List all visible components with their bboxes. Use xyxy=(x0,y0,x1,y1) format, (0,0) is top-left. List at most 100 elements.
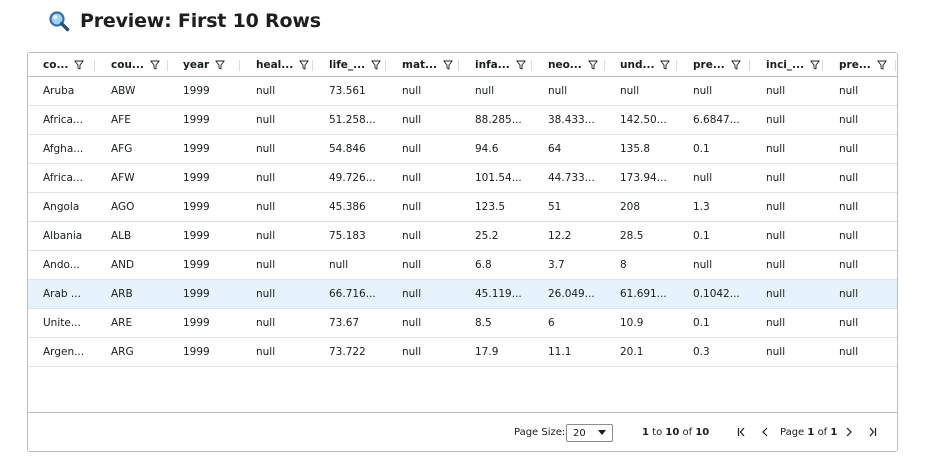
table-cell: null xyxy=(766,288,786,300)
table-row[interactable]: Africa... AFE 1999 null 51.258... null 88.285.… xyxy=(28,106,897,135)
column-header[interactable]: pre... xyxy=(693,53,741,77)
filter-icon[interactable] xyxy=(371,60,381,70)
filter-icon[interactable] xyxy=(588,60,598,70)
first-page-button[interactable] xyxy=(734,423,750,441)
table-cell: 3.7 xyxy=(548,259,565,271)
column-resize-handle[interactable] xyxy=(385,60,386,71)
column-resize-handle[interactable] xyxy=(167,60,168,71)
table-cell: 61.691... xyxy=(620,288,667,300)
next-page-button[interactable] xyxy=(841,423,857,441)
previous-page-icon xyxy=(762,427,768,437)
column-header[interactable]: infa... xyxy=(475,53,526,77)
table-cell: null xyxy=(766,317,786,329)
table-cell: 6.8 xyxy=(475,259,492,271)
table-cell: 1999 xyxy=(183,346,210,358)
column-resize-handle[interactable] xyxy=(895,60,896,71)
filter-icon[interactable] xyxy=(215,60,225,70)
table-row[interactable]: Aruba ABW 1999 null 73.561 null null null null nu… xyxy=(28,77,897,106)
filter-icon[interactable] xyxy=(74,60,85,70)
table-cell: 75.183 xyxy=(329,230,366,242)
table-cell: null xyxy=(256,172,276,184)
column-header-label: inci_... xyxy=(766,59,805,71)
last-page-button[interactable] xyxy=(864,423,880,441)
table-cell: null xyxy=(402,114,422,126)
table-cell: null xyxy=(402,317,422,329)
table-cell: 73.67 xyxy=(329,317,360,329)
table-cell: 73.722 xyxy=(329,346,366,358)
column-header-label: pre... xyxy=(693,59,725,71)
table-cell: null xyxy=(766,346,786,358)
table-row[interactable]: Albania ALB 1999 null 75.183 null 25.2 12.2 28.5… xyxy=(28,222,897,251)
column-header[interactable]: mat... xyxy=(402,53,453,77)
column-resize-handle[interactable] xyxy=(312,60,313,71)
table-cell: 208 xyxy=(620,201,641,213)
table-cell: null xyxy=(256,114,276,126)
table-cell: null xyxy=(839,317,859,329)
column-resize-handle[interactable] xyxy=(94,60,95,71)
table-cell: null xyxy=(839,85,859,97)
table-row[interactable]: Ando... AND 1999 null null null 6.8 3.7 8 null nul… xyxy=(28,251,897,280)
table-cell: null xyxy=(256,346,276,358)
table-row[interactable]: Angola AGO 1999 null 45.386 null 123.5 51 208 1.3… xyxy=(28,193,897,222)
table-cell: 11.1 xyxy=(548,346,572,358)
page-size-select[interactable]: 20 xyxy=(566,424,613,442)
filter-icon[interactable] xyxy=(810,60,820,70)
table-cell: null xyxy=(402,230,422,242)
column-header[interactable]: pre... xyxy=(839,53,887,77)
column-resize-handle[interactable] xyxy=(239,60,240,71)
filter-icon[interactable] xyxy=(150,60,160,70)
table-cell: 64 xyxy=(548,143,562,155)
table-cell: null xyxy=(766,201,786,213)
table-cell: 26.049... xyxy=(548,288,595,300)
column-resize-handle[interactable] xyxy=(531,60,532,71)
table-cell: Afgha... xyxy=(43,143,84,155)
table-row[interactable]: Unite... ARE 1999 null 73.67 null 8.5 6 10.9 0.1 n… xyxy=(28,309,897,338)
table-cell: null xyxy=(766,114,786,126)
row-summary: 1 to 10 of 10 xyxy=(642,427,709,438)
column-header[interactable]: neo... xyxy=(548,53,598,77)
filter-icon[interactable] xyxy=(443,60,453,70)
column-header[interactable]: und... xyxy=(620,53,671,77)
filter-icon[interactable] xyxy=(516,60,526,70)
column-resize-handle[interactable] xyxy=(458,60,459,71)
range-to-word: to xyxy=(652,427,663,438)
column-header[interactable]: year xyxy=(183,53,225,77)
table-cell: 1999 xyxy=(183,288,210,300)
column-resize-handle[interactable] xyxy=(749,60,750,71)
filter-icon[interactable] xyxy=(877,60,887,70)
filter-icon[interactable] xyxy=(731,60,741,70)
table-row[interactable]: Afgha... AFG 1999 null 54.846 null 94.6 64 135.8… xyxy=(28,135,897,164)
table-row[interactable]: Argen... ARG 1999 null 73.722 null 17.9 11.1 20.… xyxy=(28,338,897,367)
column-resize-handle[interactable] xyxy=(604,60,605,71)
filter-icon[interactable] xyxy=(660,60,671,70)
table-cell: null xyxy=(839,230,859,242)
table-cell: Aruba xyxy=(43,85,75,97)
table-cell: AFG xyxy=(111,143,133,155)
table-cell: ARG xyxy=(111,346,134,358)
column-header[interactable]: heal... xyxy=(256,53,309,77)
table-cell: null xyxy=(693,85,713,97)
filter-icon[interactable] xyxy=(299,60,309,70)
previous-page-button[interactable] xyxy=(757,423,773,441)
table-cell: 8.5 xyxy=(475,317,492,329)
column-header[interactable]: inci_... xyxy=(766,53,820,77)
column-header[interactable]: life_... xyxy=(329,53,381,77)
table-cell: null xyxy=(839,172,859,184)
range-from: 1 xyxy=(642,427,649,438)
table-cell: null xyxy=(839,143,859,155)
page-size-value: 20 xyxy=(573,427,586,439)
table-cell: 45.386 xyxy=(329,201,366,213)
page-word: Page xyxy=(780,427,805,438)
range-to: 10 xyxy=(665,427,680,438)
table-cell: Angola xyxy=(43,201,80,213)
table-cell: 1999 xyxy=(183,201,210,213)
column-resize-handle[interactable] xyxy=(676,60,677,71)
table-cell: 0.1 xyxy=(693,230,710,242)
table-cell: null xyxy=(402,172,422,184)
column-resize-handle[interactable] xyxy=(822,60,823,71)
column-header[interactable]: cou... xyxy=(111,53,160,77)
column-header[interactable]: co... xyxy=(43,53,85,77)
table-row[interactable]: Africa... AFW 1999 null 49.726... null 101.54.… xyxy=(28,164,897,193)
table-row[interactable]: Arab ... ARB 1999 null 66.716... null 45.119..… xyxy=(28,280,897,309)
table-cell: Argen... xyxy=(43,346,85,358)
